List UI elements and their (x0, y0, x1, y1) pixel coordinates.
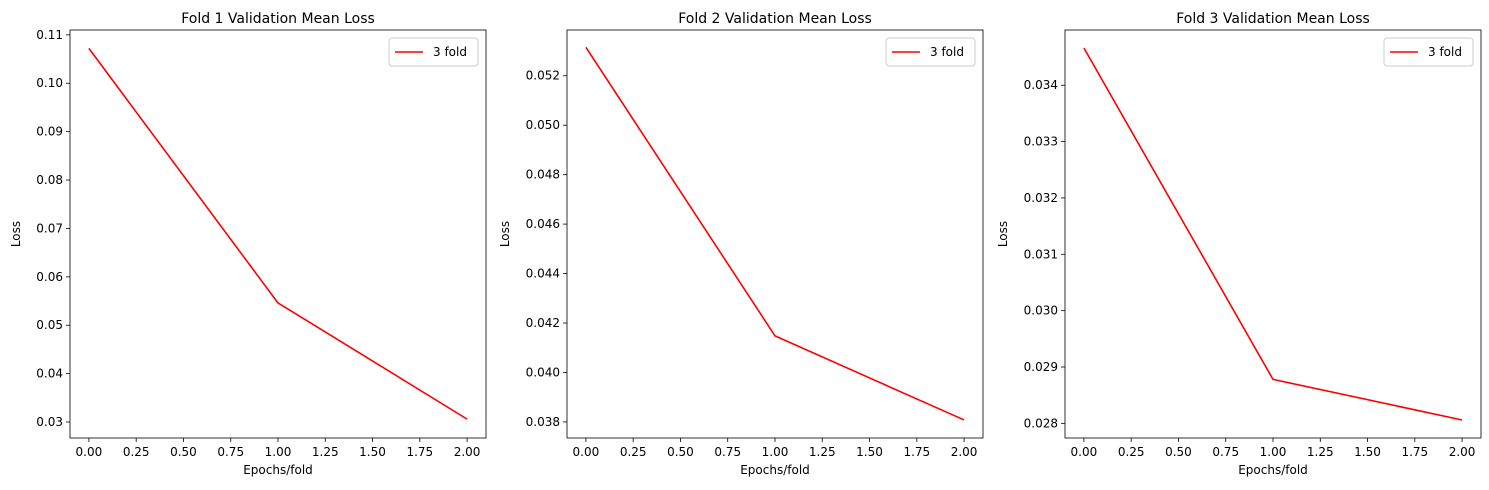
x-tick-label: 1.00 (1260, 445, 1287, 459)
y-tick-label: 0.031 (1024, 247, 1058, 261)
x-tick-label: 2.00 (454, 445, 481, 459)
subplot-2: Fold 2 Validation Mean Loss 0.00 0.25 0.50 0… (498, 11, 984, 477)
y-axis-label: Loss (9, 221, 23, 247)
y-tick-label: 0.048 (526, 168, 560, 182)
legend-label: 3 fold (433, 45, 467, 59)
y-tick-label: 0.034 (1024, 78, 1058, 92)
chart-title: Fold 3 Validation Mean Loss (1176, 11, 1370, 27)
y-tick-label: 0.03 (36, 415, 63, 429)
y-tick-label: 0.10 (36, 76, 63, 90)
y-tick-label: 0.11 (36, 28, 63, 42)
legend-label: 3 fold (930, 45, 964, 59)
y-tick-label: 0.038 (526, 415, 560, 429)
series-line (1083, 47, 1463, 421)
legend: 3 fold (885, 37, 976, 67)
y-tick-label: 0.06 (36, 270, 63, 284)
x-tick-label: 0.00 (1071, 445, 1098, 459)
x-tick-label: 1.75 (406, 445, 433, 459)
y-axis-label: Loss (498, 221, 512, 247)
legend-box (885, 37, 976, 67)
x-tick-label: 1.75 (1401, 445, 1428, 459)
x-tick-label: 0.75 (217, 445, 244, 459)
y-tick-label: 0.09 (36, 125, 63, 139)
x-tick-label: 1.00 (265, 445, 292, 459)
y-tick-label: 0.046 (526, 217, 560, 231)
legend-box (388, 37, 479, 67)
x-tick-label: 0.75 (714, 445, 741, 459)
y-tick-label: 0.032 (1024, 191, 1058, 205)
y-axis-label: Loss (996, 221, 1010, 247)
plot-frame (1064, 29, 1482, 439)
series-line (585, 46, 965, 421)
x-tick-label: 0.25 (1118, 445, 1145, 459)
x-tick-label: 1.75 (903, 445, 930, 459)
subplot-3: Fold 3 Validation Mean Loss 0.00 0.25 0.50 0… (996, 11, 1482, 477)
plot-frame (69, 29, 487, 439)
x-tick-label: 1.00 (762, 445, 789, 459)
y-tick-label: 0.030 (1024, 304, 1058, 318)
y-tick-label: 0.052 (526, 69, 560, 83)
x-tick-label: 0.50 (1165, 445, 1192, 459)
y-tick-label: 0.07 (36, 221, 63, 235)
y-tick-label: 0.028 (1024, 416, 1058, 430)
y-tick-label: 0.08 (36, 173, 63, 187)
series-line (88, 47, 468, 420)
plot-frame (566, 29, 984, 439)
x-tick-label: 2.00 (1449, 445, 1476, 459)
y-tick-label: 0.033 (1024, 135, 1058, 149)
y-tick-label: 0.040 (526, 365, 560, 379)
y-tick-label: 0.05 (36, 318, 63, 332)
chart-title: Fold 1 Validation Mean Loss (181, 11, 375, 27)
x-tick-label: 0.50 (667, 445, 694, 459)
x-tick-label: 1.25 (809, 445, 836, 459)
x-tick-label: 0.00 (573, 445, 600, 459)
x-tick-label: 0.25 (620, 445, 647, 459)
y-tick-label: 0.029 (1024, 360, 1058, 374)
x-axis-label: Epochs/fold (1238, 463, 1308, 477)
x-tick-label: 1.25 (1307, 445, 1334, 459)
y-tick-label: 0.050 (526, 118, 560, 132)
y-tick-label: 0.04 (36, 367, 63, 381)
y-tick-label: 0.044 (526, 267, 560, 281)
y-tick-label: 0.042 (526, 316, 560, 330)
x-tick-label: 0.00 (76, 445, 103, 459)
chart-title: Fold 2 Validation Mean Loss (678, 11, 872, 27)
x-tick-label: 1.50 (359, 445, 386, 459)
x-tick-label: 1.50 (856, 445, 883, 459)
legend-label: 3 fold (1428, 45, 1462, 59)
x-tick-label: 1.25 (312, 445, 339, 459)
x-tick-label: 1.50 (1354, 445, 1381, 459)
x-tick-label: 2.00 (951, 445, 978, 459)
legend: 3 fold (388, 37, 479, 67)
x-tick-label: 0.25 (123, 445, 150, 459)
legend: 3 fold (1383, 37, 1474, 67)
x-axis-label: Epochs/fold (243, 463, 313, 477)
subplot-1: Fold 1 Validation Mean Loss 0.00 0.25 0.50 0… (9, 11, 487, 477)
legend-box (1383, 37, 1474, 67)
x-axis-label: Epochs/fold (740, 463, 810, 477)
x-tick-label: 0.75 (1212, 445, 1239, 459)
x-tick-label: 0.50 (170, 445, 197, 459)
